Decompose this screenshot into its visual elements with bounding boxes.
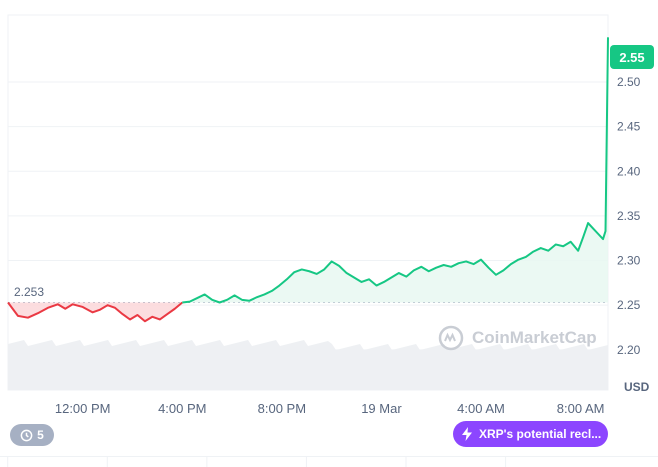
- x-tick-label: 19 Mar: [361, 401, 402, 416]
- coinmarketcap-logo-icon: [438, 325, 464, 351]
- volume-area: [8, 340, 608, 390]
- x-tick-label: 4:00 AM: [457, 401, 505, 416]
- y-tick-label: 2.30: [617, 254, 641, 268]
- area-fill-down: [8, 302, 183, 322]
- x-tick-label: 8:00 AM: [557, 401, 605, 416]
- price-line-up: [182, 37, 609, 304]
- y-tick-label: 2.45: [617, 120, 641, 134]
- area-fill-up: [182, 37, 608, 303]
- baseline-price-label: 2.253: [14, 285, 45, 299]
- currency-label: USD: [624, 380, 650, 394]
- x-tick-label: 4:00 PM: [158, 401, 206, 416]
- news-highlight-button[interactable]: XRP's potential recl...: [453, 421, 608, 447]
- y-tick-label: 2.25: [617, 298, 641, 312]
- x-tick-label: 12:00 PM: [55, 401, 111, 416]
- y-tick-label: 2.40: [617, 164, 641, 178]
- bottom-divider: [0, 456, 658, 457]
- coinmarketcap-watermark: CoinMarketCap: [438, 325, 597, 351]
- lightning-icon: [462, 427, 472, 441]
- events-button[interactable]: 5: [10, 424, 54, 446]
- events-count: 5: [37, 428, 44, 442]
- history-clock-icon: [20, 429, 33, 441]
- price-line-down: [7, 301, 183, 323]
- watermark-text: CoinMarketCap: [472, 328, 597, 347]
- current-price-badge: 2.55: [610, 45, 654, 69]
- y-tick-label: 2.35: [617, 209, 641, 223]
- x-tick-label: 8:00 PM: [258, 401, 306, 416]
- y-tick-label: 2.20: [617, 343, 641, 357]
- y-tick-label: 2.50: [617, 75, 641, 89]
- news-headline: XRP's potential recl...: [479, 427, 602, 441]
